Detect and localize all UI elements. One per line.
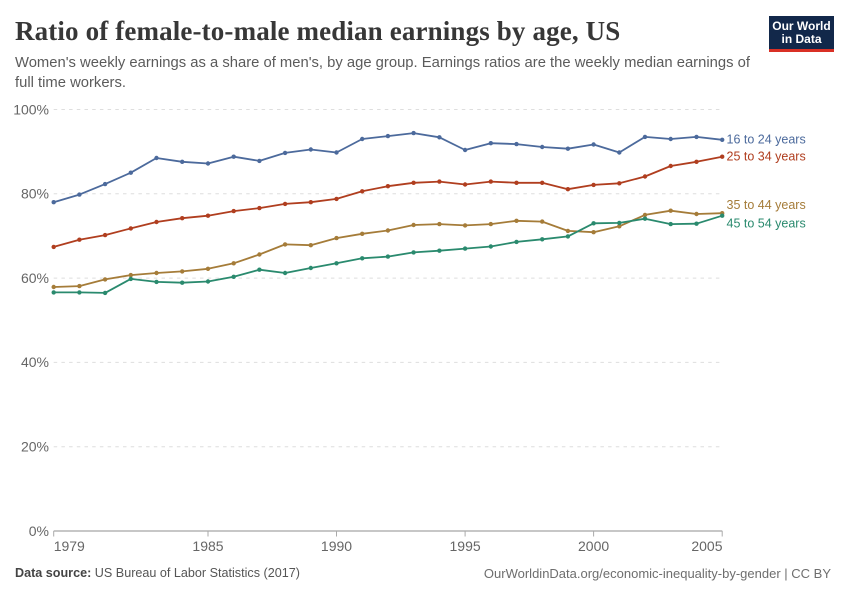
svg-text:0%: 0% (29, 523, 49, 539)
svg-text:45 to 54 years: 45 to 54 years (727, 216, 806, 230)
svg-text:1995: 1995 (450, 538, 481, 554)
svg-text:20%: 20% (21, 439, 49, 455)
svg-text:2000: 2000 (578, 538, 609, 554)
svg-text:40%: 40% (21, 354, 49, 370)
svg-text:100%: 100% (13, 101, 49, 117)
svg-text:2005: 2005 (691, 538, 722, 554)
svg-text:25 to 34 years: 25 to 34 years (727, 150, 806, 164)
svg-text:80%: 80% (21, 186, 49, 202)
svg-text:35 to 44 years: 35 to 44 years (727, 198, 806, 212)
svg-text:1990: 1990 (321, 538, 352, 554)
svg-text:16 to 24 years: 16 to 24 years (727, 133, 806, 147)
svg-text:1979: 1979 (54, 538, 85, 554)
svg-text:1985: 1985 (192, 538, 223, 554)
svg-text:60%: 60% (21, 270, 49, 286)
